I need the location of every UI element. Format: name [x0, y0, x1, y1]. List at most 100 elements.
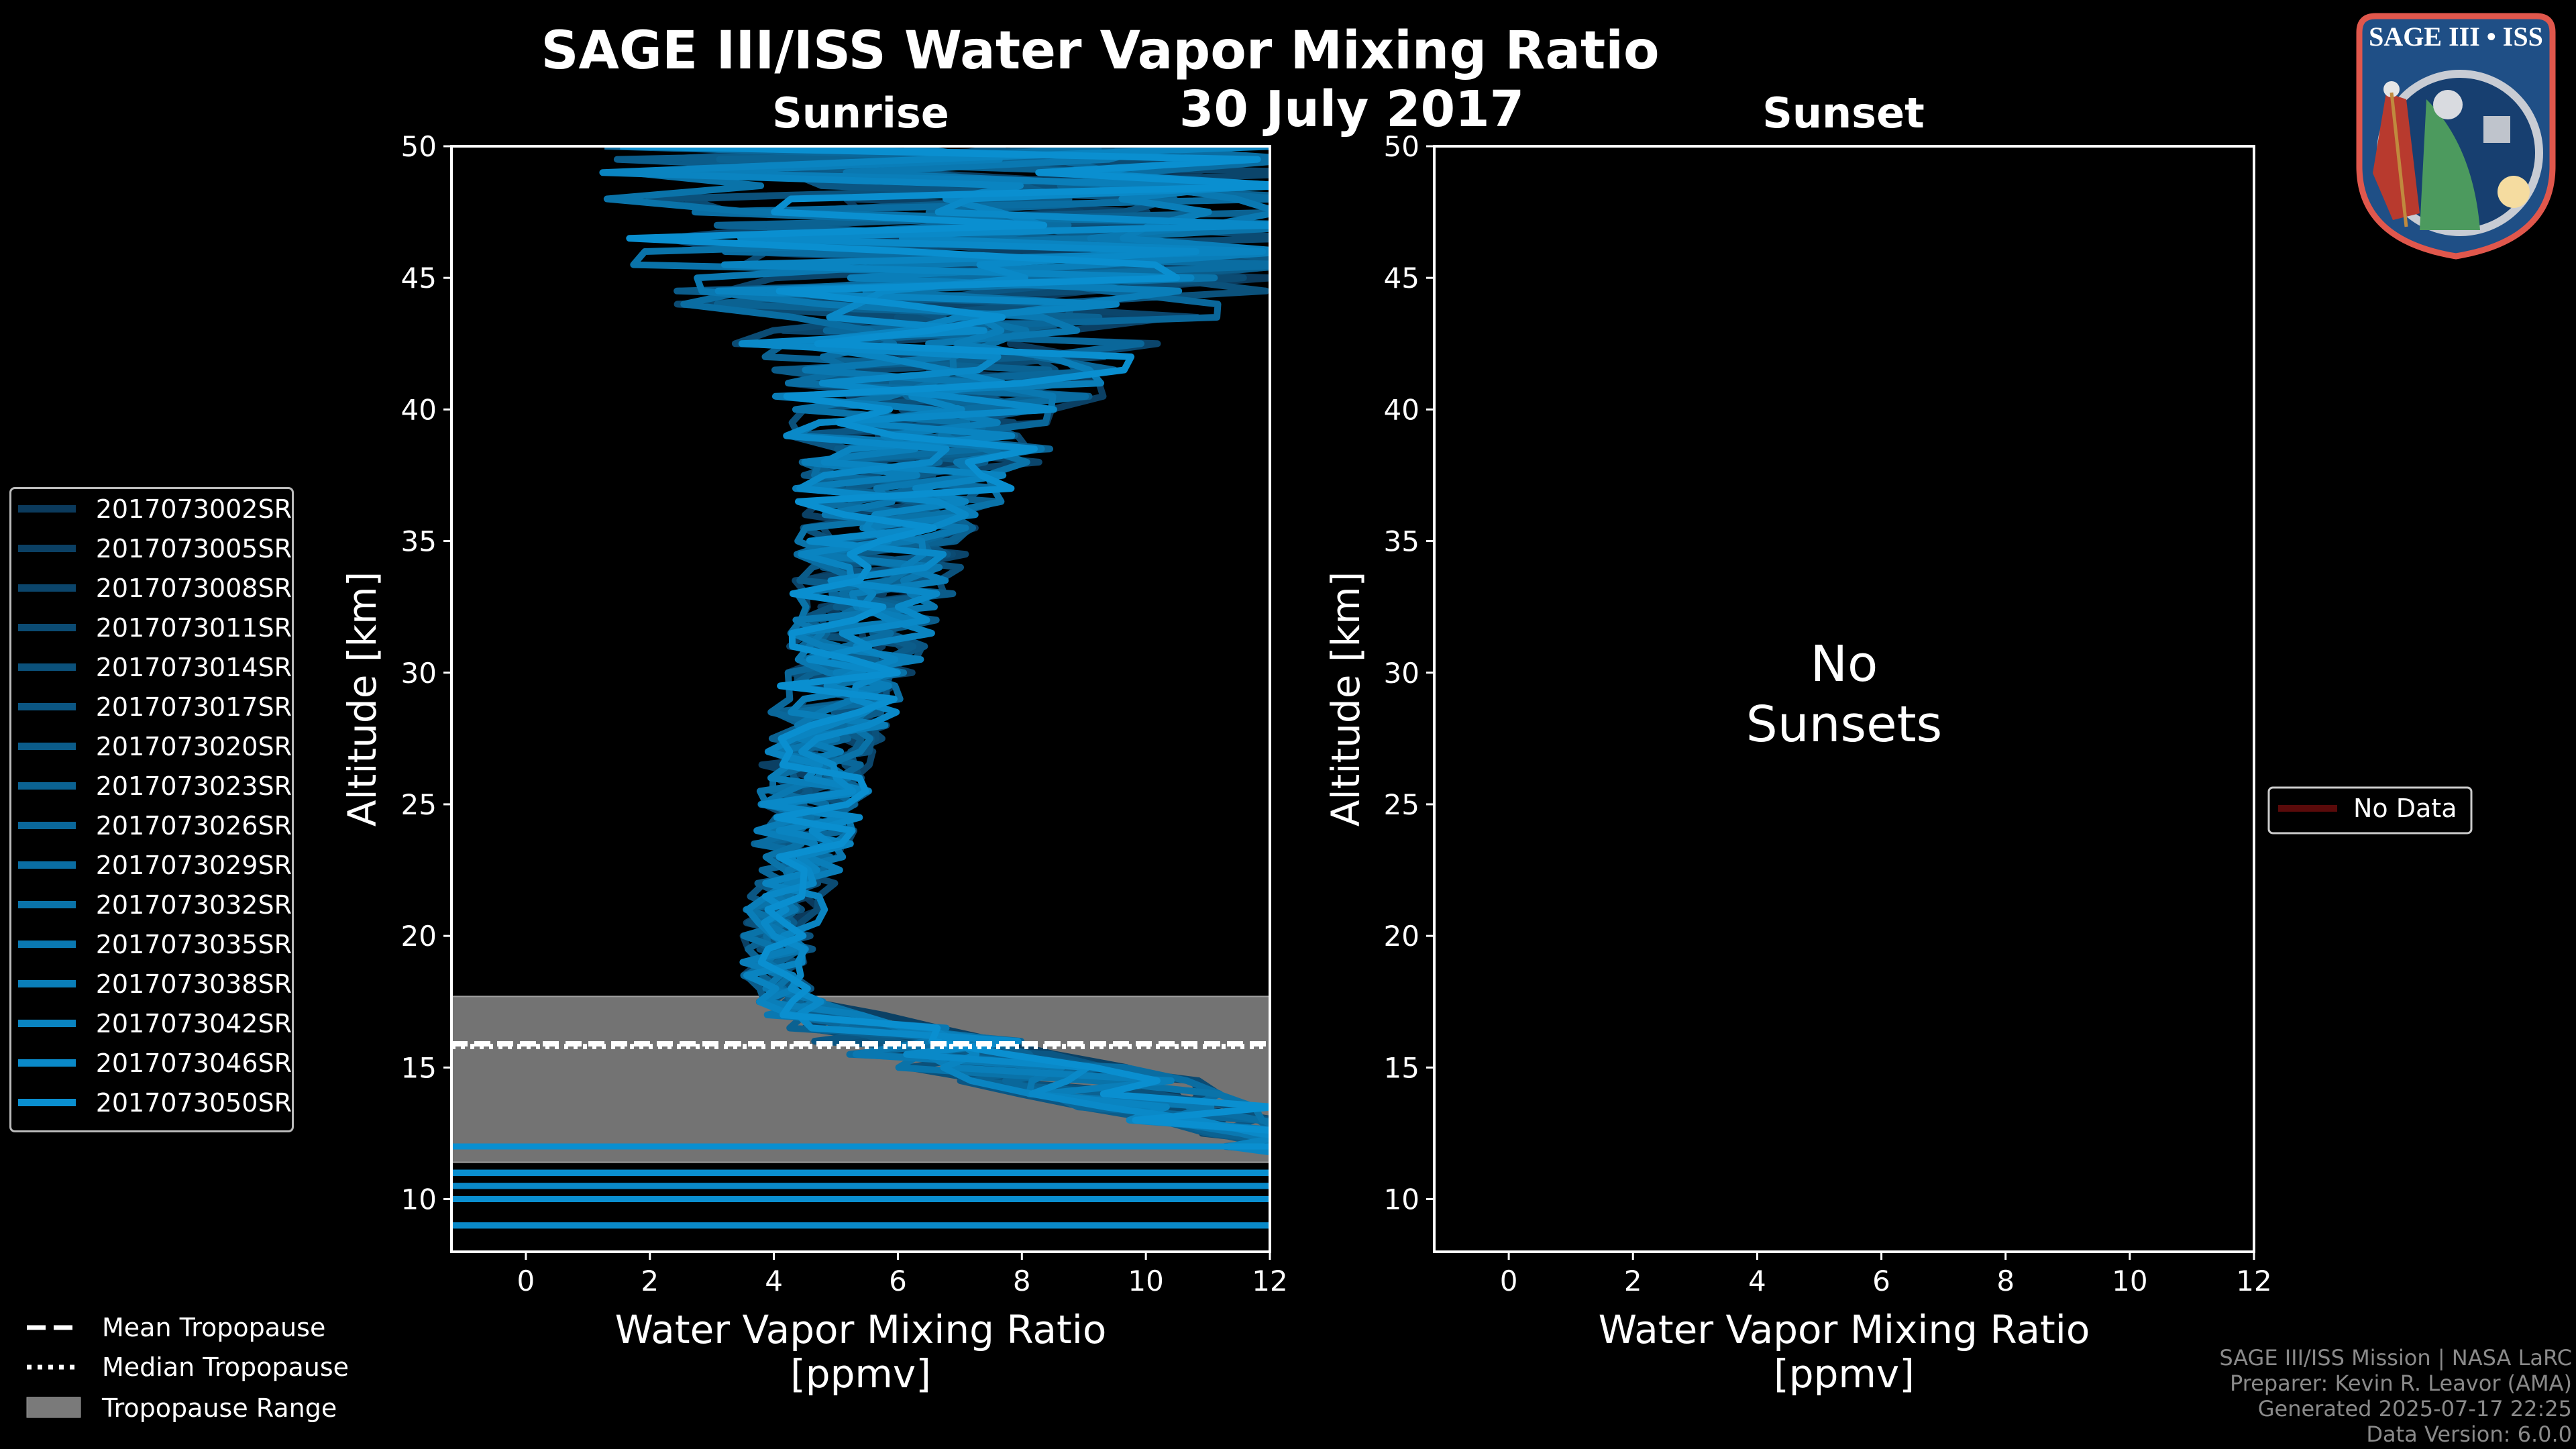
x-axis-label-right-2: [ppmv] — [1774, 1351, 1915, 1397]
legend-item: 2017073014SR — [11, 647, 292, 687]
y-tick-label: 25 — [1384, 788, 1419, 821]
footer-preparer: Preparer: Kevin R. Leavor (AMA) — [2229, 1371, 2572, 1396]
legend-swatch — [18, 861, 76, 869]
no-data-label: No Data — [2353, 794, 2457, 823]
no-sunsets-line1: No — [1811, 635, 1878, 693]
series-legend: 2017073002SR 2017073005SR 2017073008SR 2017… — [9, 487, 294, 1132]
y-tick-label: 30 — [1384, 657, 1419, 690]
tropopause-range-swatch — [26, 1397, 81, 1418]
x-axis-label-right-1: Water Vapor Mixing Ratio — [1599, 1307, 2090, 1352]
x-tick-label: 6 — [1872, 1265, 1890, 1297]
legend-swatch — [18, 782, 76, 790]
footer-credits: SAGE III/ISS Mission | NASA LaRC Prepare… — [2219, 1345, 2572, 1447]
x-tick-label: 8 — [1013, 1265, 1031, 1297]
legend-item: 2017073023SR — [11, 766, 292, 806]
y-tick-label: 40 — [1384, 393, 1419, 426]
x-tick-label: 4 — [1748, 1265, 1766, 1297]
chart-title: SAGE III/ISS Water Vapor Mixing Ratio — [541, 21, 1659, 81]
y-tick-label: 10 — [401, 1183, 437, 1216]
legend-label: 2017073035SR — [95, 929, 292, 959]
sunset-plot: 0 2 4 6 8 10 12 10 15 20 25 30 35 40 45 50 No Sunsets — [1384, 130, 2272, 1297]
y-tick-label: 50 — [1384, 130, 1419, 163]
footer-mission: SAGE III/ISS Mission | NASA LaRC — [2219, 1345, 2572, 1371]
sunrise-plot: 0 2 4 6 8 10 12 10 15 20 25 30 35 40 45 50 — [401, 130, 1288, 1297]
legend-item: 2017073008SR — [11, 568, 292, 608]
tropopause-legend: Mean Tropopause Median Tropopause Tropop… — [26, 1313, 349, 1423]
y-tick-label: 15 — [1384, 1051, 1419, 1084]
legend-label: 2017073029SR — [95, 850, 292, 880]
legend-swatch — [18, 1059, 76, 1067]
legend-item: 2017073032SR — [11, 885, 292, 924]
y-tick-label: 20 — [1384, 920, 1419, 953]
legend-label: 2017073017SR — [95, 692, 292, 722]
panel-title-sunrise: Sunrise — [772, 89, 949, 138]
y-tick-label: 20 — [401, 920, 437, 953]
legend-label: 2017073026SR — [95, 810, 292, 841]
x-tick-label: 4 — [765, 1265, 783, 1297]
legend-swatch — [18, 822, 76, 829]
y-axis-label-right: Altitude [km] — [1323, 572, 1368, 826]
legend-swatch — [18, 505, 76, 513]
x-tick-label: 0 — [517, 1265, 535, 1297]
y-tick-label: 40 — [401, 393, 437, 426]
tropopause-range-label: Tropopause Range — [101, 1393, 337, 1423]
x-tick-label: 10 — [2112, 1265, 2147, 1297]
legend-label: 2017073011SR — [95, 612, 292, 643]
profile-2017073050SR — [620, 146, 1270, 1134]
legend-item: 2017073002SR — [11, 489, 292, 529]
x-tick-label: 0 — [1500, 1265, 1518, 1297]
legend-label: 2017073038SR — [95, 969, 292, 999]
legend-swatch — [18, 545, 76, 552]
legend-item: 2017073050SR — [11, 1083, 292, 1122]
legend-item: 2017073011SR — [11, 608, 292, 647]
legend-item: 2017073029SR — [11, 845, 292, 885]
footer-version: Data Version: 6.0.0 — [2366, 1421, 2572, 1447]
legend-item: 2017073038SR — [11, 964, 292, 1004]
profile-2017073046SR — [707, 146, 1270, 1138]
x-tick-label: 12 — [2236, 1265, 2271, 1297]
y-axis-label-left: Altitude [km] — [339, 572, 385, 826]
y-tick-label: 50 — [401, 130, 437, 163]
legend-swatch — [18, 624, 76, 631]
legend-label: 2017073005SR — [95, 533, 292, 564]
legend-label: 2017073002SR — [95, 494, 292, 524]
panel-title-sunset: Sunset — [1762, 89, 1925, 138]
y-tick-label: 45 — [401, 262, 437, 294]
legend-swatch — [18, 584, 76, 592]
x-tick-label: 10 — [1128, 1265, 1163, 1297]
legend-label: 2017073014SR — [95, 652, 292, 682]
legend-swatch — [18, 901, 76, 908]
no-sunsets-line2: Sunsets — [1746, 696, 1942, 753]
sunrise-axes-frame — [450, 145, 1271, 1253]
no-data-legend: No Data — [2267, 786, 2473, 835]
legend-swatch — [18, 1099, 76, 1106]
legend-item: 2017073046SR — [11, 1043, 292, 1083]
sunset-axes-frame — [1433, 145, 2255, 1253]
legend-item: 2017073026SR — [11, 806, 292, 845]
x-tick-label: 6 — [889, 1265, 907, 1297]
y-tick-label: 30 — [401, 657, 437, 690]
y-tick-label: 45 — [1384, 262, 1419, 294]
x-tick-label: 8 — [1996, 1265, 2015, 1297]
legend-item: 2017073020SR — [11, 727, 292, 766]
legend-label: 2017073050SR — [95, 1087, 292, 1118]
x-axis-label-left-2: [ppmv] — [790, 1351, 931, 1397]
legend-item: 2017073042SR — [11, 1004, 292, 1043]
legend-swatch — [18, 1020, 76, 1027]
legend-swatch — [18, 980, 76, 987]
legend-item: 2017073017SR — [11, 687, 292, 727]
legend-swatch — [18, 703, 76, 710]
legend-label: 2017073023SR — [95, 771, 292, 801]
svg-text:SAGE III • ISS: SAGE III • ISS — [2369, 21, 2543, 52]
legend-label: 2017073020SR — [95, 731, 292, 761]
median-tropopause-label: Median Tropopause — [102, 1352, 349, 1382]
y-tick-label: 10 — [1384, 1183, 1419, 1216]
legend-label: 2017073032SR — [95, 890, 292, 920]
x-tick-label: 2 — [1624, 1265, 1642, 1297]
sage-iii-iss-logo: SAGE III • ISS — [2346, 12, 2566, 260]
legend-swatch — [18, 663, 76, 671]
x-axis-label-left-1: Water Vapor Mixing Ratio — [615, 1307, 1107, 1352]
date-label: 30 July 2017 — [1179, 80, 1524, 138]
y-tick-label: 25 — [401, 788, 437, 821]
